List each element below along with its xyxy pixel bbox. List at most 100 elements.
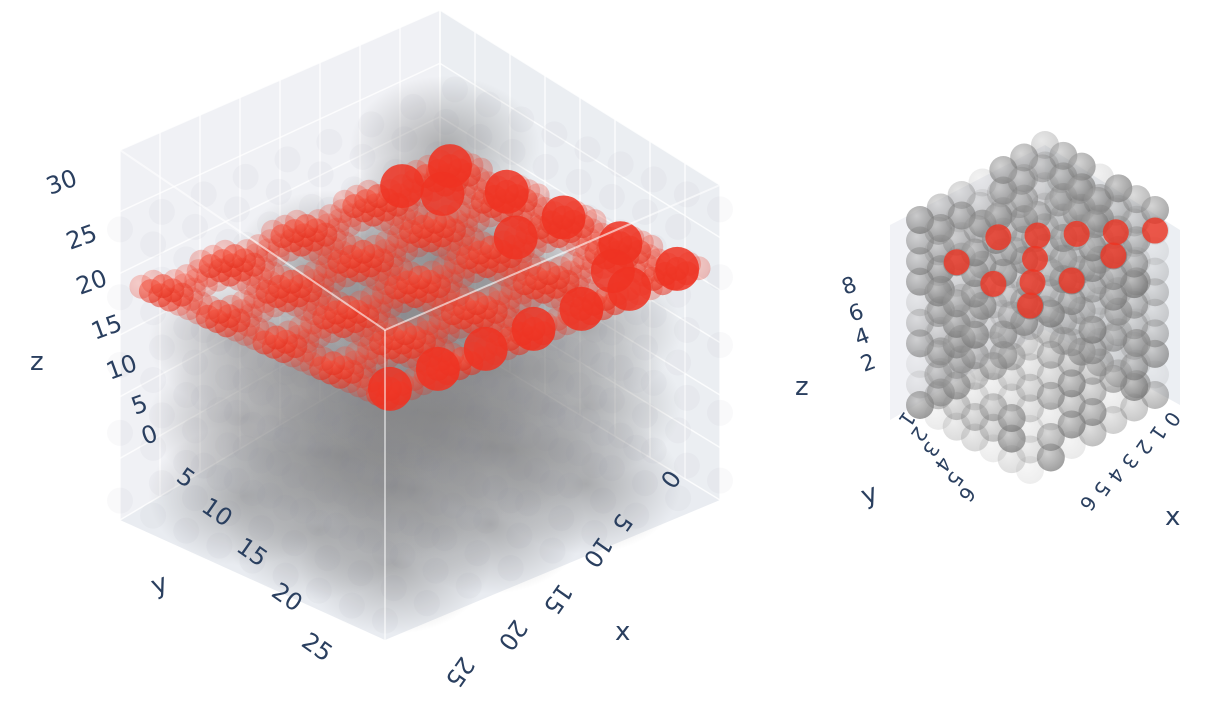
gray-voxel [272, 427, 299, 453]
gray-voxel [497, 487, 524, 514]
gray-voxel [140, 502, 167, 529]
gray-voxel [455, 437, 482, 463]
gray-voxel [314, 409, 341, 436]
gray-voxel [464, 404, 491, 431]
gray-voxel [148, 402, 175, 429]
gray-voxel [232, 163, 259, 190]
gray-voxel [338, 457, 365, 483]
gray-voxel [307, 161, 334, 188]
gray-sphere [1057, 246, 1086, 274]
gray-voxel [506, 387, 533, 413]
gray-voxel [473, 372, 500, 398]
gray-voxel [623, 502, 650, 529]
gray-voxel [431, 389, 458, 416]
gray-voxel [215, 432, 242, 459]
gray-voxel [274, 146, 301, 173]
gray-voxel [274, 417, 301, 444]
gray-voxel [358, 111, 385, 138]
red-voxel [213, 239, 238, 264]
gray-voxel [182, 417, 208, 444]
gridline [439, 9, 721, 186]
red-sphere [943, 249, 970, 276]
red-sphere [1063, 220, 1090, 247]
gray-voxel [265, 178, 292, 205]
gray-voxel [382, 430, 409, 457]
gray-voxel [173, 517, 200, 544]
scene2-z-tick-8: 8 [839, 272, 861, 300]
gray-voxel [173, 449, 200, 476]
gray-voxel [373, 462, 400, 489]
gray-voxel [632, 198, 658, 225]
gray-voxel [248, 447, 275, 474]
gray-voxel [307, 432, 334, 459]
gray-voxel [140, 434, 167, 461]
gray-voxel [464, 540, 491, 567]
scene1-y-tick-25: 25 [297, 627, 338, 667]
gray-voxel [415, 445, 442, 472]
gray-voxel [431, 525, 458, 552]
gray-voxel [148, 470, 175, 497]
gray-voxel [413, 522, 440, 549]
gray-voxel [298, 397, 325, 424]
gray-voxel [673, 384, 700, 411]
gray-voxel [140, 231, 167, 258]
gray-voxel [107, 487, 133, 514]
gray-voxel [182, 485, 208, 512]
gray-voxel [265, 382, 292, 409]
red-knot [511, 306, 556, 351]
gray-voxel [581, 384, 608, 411]
gray-voxel [305, 509, 332, 536]
gray-voxel [206, 532, 233, 559]
scene1-red-lattice [129, 144, 711, 411]
gray-voxel [665, 485, 692, 512]
gray-sphere [1016, 456, 1044, 484]
gray-voxel [565, 440, 592, 467]
gray-voxel [281, 530, 308, 557]
gray-voxel [440, 424, 467, 451]
gray-voxel [349, 415, 376, 442]
gray-voxel [391, 126, 418, 153]
gray-voxel [607, 422, 634, 449]
gray-sphere [1016, 373, 1044, 402]
scene1-x-axis-label: x [615, 617, 630, 647]
gray-voxel [508, 106, 535, 133]
gray-voxel [707, 399, 733, 426]
gray-voxel [206, 397, 233, 423]
gray-voxel [499, 138, 526, 165]
gray-sphere [1016, 435, 1044, 464]
gray-voxel [215, 500, 242, 527]
gray-voxel [223, 467, 250, 494]
gray-voxel [140, 367, 167, 393]
gray-voxel [632, 470, 658, 497]
gray-voxel [581, 452, 608, 479]
gray-voxel [466, 395, 493, 422]
gray-voxel [532, 153, 559, 180]
gray-voxel [523, 457, 550, 484]
gray-sphere [1141, 196, 1169, 224]
scene-1[interactable]: 30 25 20 15 10 5 0 z 5 10 15 20 25 y 0 5… [30, 9, 733, 693]
gray-voxel [607, 354, 634, 381]
gray-voxel [548, 437, 575, 464]
red-voxel [141, 269, 166, 294]
gray-voxel [673, 317, 700, 343]
gray-voxel [281, 394, 308, 421]
gray-voxel [448, 392, 475, 419]
gray-voxel [598, 319, 625, 346]
gray-voxel [257, 414, 283, 441]
gray-voxel [107, 352, 133, 378]
gray-voxel [623, 367, 650, 393]
gray-voxel [223, 399, 250, 426]
gray-voxel [515, 422, 542, 449]
gray-voxel [548, 369, 575, 396]
gray-voxel [407, 409, 433, 436]
red-knot [463, 326, 508, 371]
gray-voxel [190, 181, 217, 208]
gray-voxel [539, 402, 566, 428]
gray-voxel [607, 151, 634, 178]
red-knot [590, 249, 635, 294]
gray-voxel [433, 108, 460, 135]
gray-voxel [673, 452, 700, 479]
gray-voxel [640, 437, 667, 464]
